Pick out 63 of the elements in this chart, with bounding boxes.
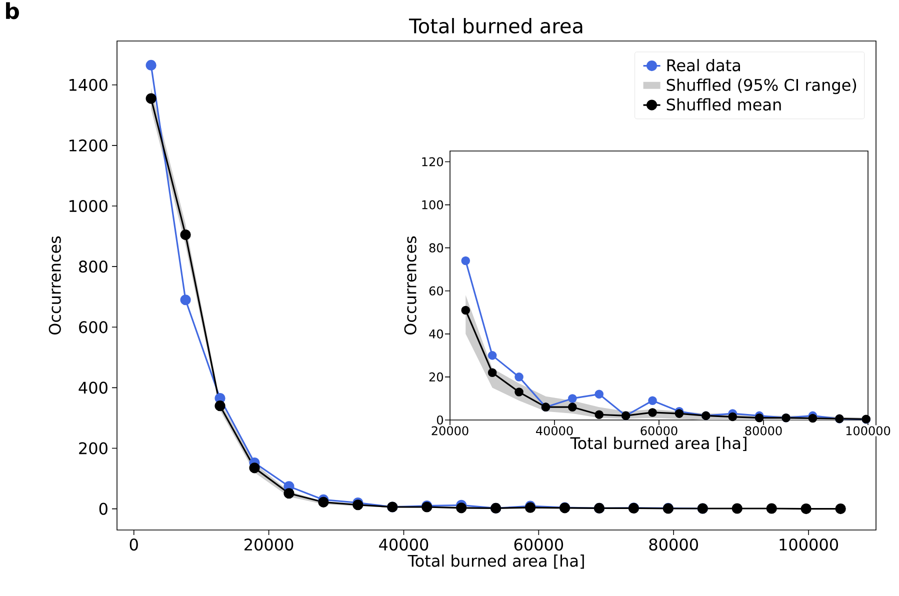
y-tick-label: 120 [422,157,444,166]
point [146,93,156,104]
x-tick-label: 80000 [745,426,782,436]
annotation: Shuffled (95% CI range) [666,78,856,94]
x-tick-label: 20000 [432,426,468,436]
x-axis-title: Total burned area [ha] [570,436,746,452]
y-tick-label: 800 [79,260,108,273]
x-tick-label: 60000 [640,426,678,436]
point [594,410,604,420]
point [352,500,364,510]
x-axis-title: Total burned area [ha] [408,554,584,569]
y-tick-label: 200 [79,442,108,454]
point [488,351,497,360]
y-tick-label: 0 [99,502,108,515]
x-tick-label: 80000 [649,538,698,551]
y-axis-title: Occurrences [404,236,416,334]
x-tick-label: 40000 [536,426,573,436]
x-tick-label: 20000 [244,538,294,551]
point [488,368,497,378]
y-tick-label: 20 [429,372,444,382]
x-tick-label: 100000 [846,426,890,436]
point [514,372,524,382]
y-tick-label: 1400 [70,78,108,91]
point [461,306,470,315]
point [728,412,738,422]
point [249,462,260,474]
y-tick-label: 400 [78,382,108,394]
legend-label: Real data [667,58,740,72]
y-tick-label: 1200 [70,139,108,152]
y-tick-label: 1000 [70,200,108,212]
point [318,496,329,508]
point [568,402,577,412]
x-tick-label: 60000 [514,538,564,551]
point [180,229,191,240]
chart-title: Total burned area [408,18,582,34]
y-tick-label: 100 [422,200,444,210]
point [732,503,742,514]
point [284,488,294,499]
point [808,414,818,423]
x-tick-label: 100000 [780,538,838,551]
point [514,388,524,396]
y-tick-label: 80 [429,243,444,252]
point [648,408,657,417]
point [461,256,470,266]
point [180,294,191,306]
point [766,503,777,514]
point [568,394,577,403]
x-tick-label: 0 [130,538,138,551]
x-tick-label: 40000 [379,538,428,551]
point [214,400,226,412]
y-tick-label: 0 [436,415,444,425]
y-tick-label: 60 [429,286,444,296]
point [456,502,467,514]
text: b [6,2,19,20]
legend-label: Shuffled mean [666,98,781,111]
point [800,504,812,514]
y-tick-label: 40 [429,329,444,338]
point [835,504,846,514]
point [594,390,604,399]
point [146,60,156,71]
y-axis-title: Occurrences [48,236,61,334]
y-tick-label: 600 [79,321,108,334]
point [648,396,657,406]
